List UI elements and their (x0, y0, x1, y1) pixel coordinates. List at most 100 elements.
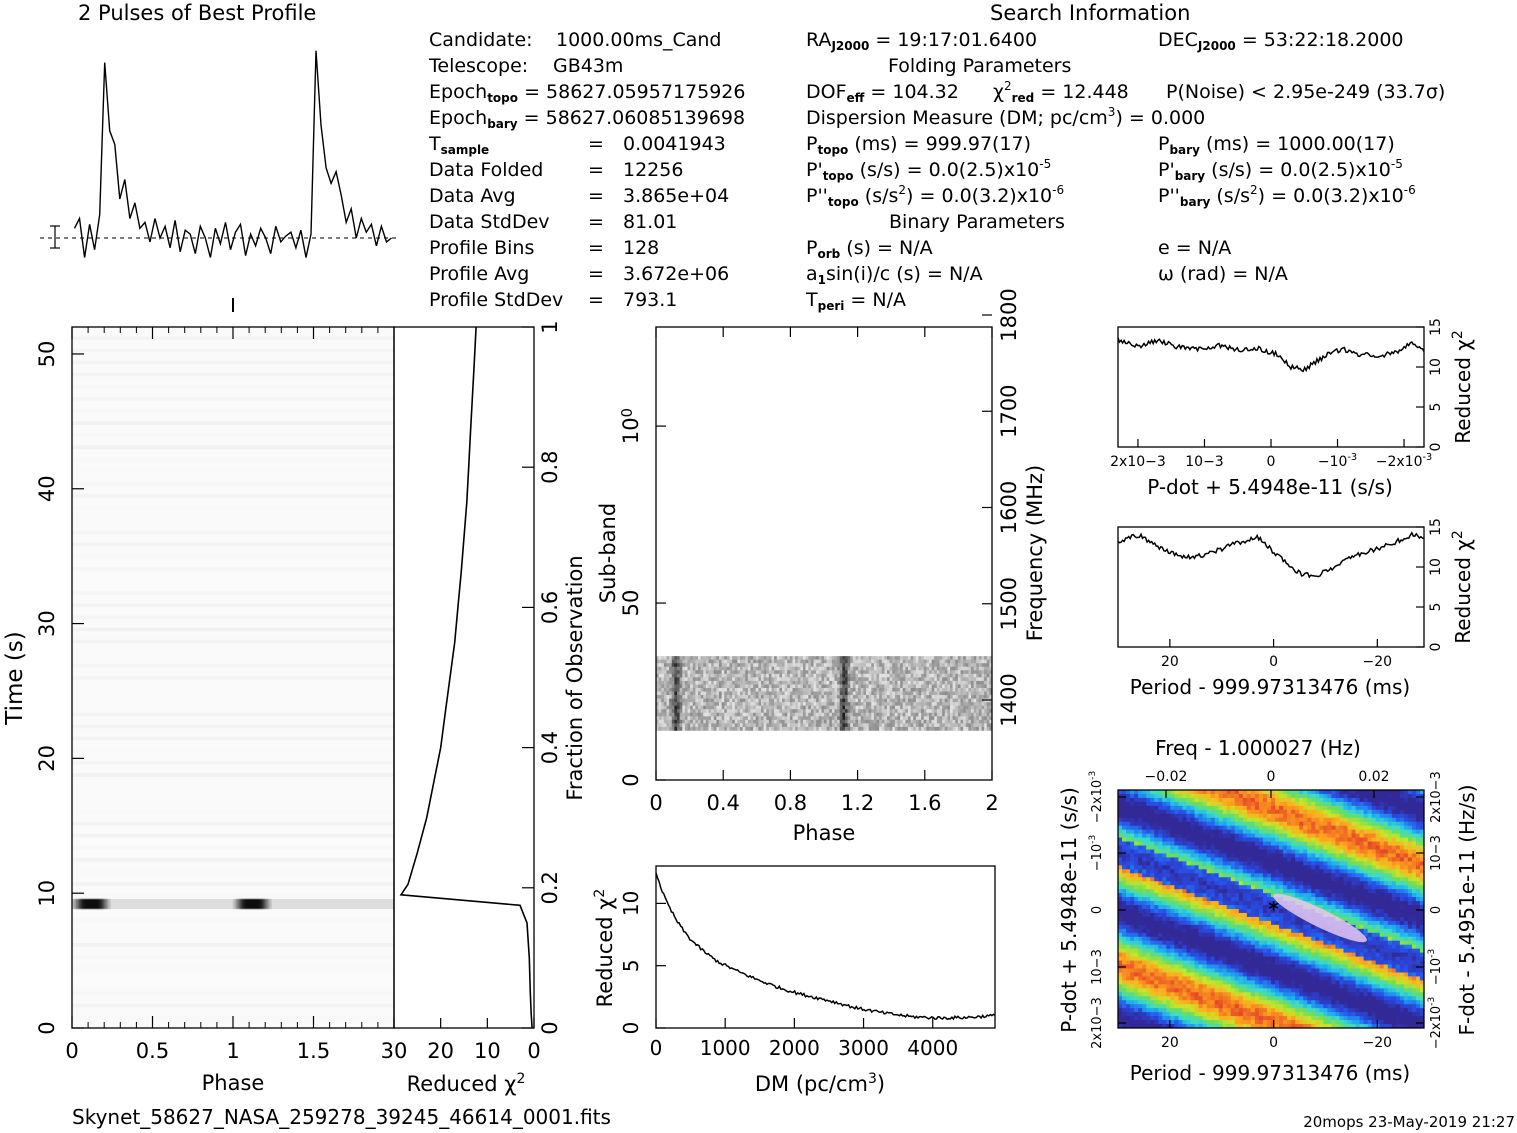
ppdot-cell (1266, 797, 1272, 803)
subband-cell (755, 663, 759, 668)
ppdot-cell (1174, 845, 1179, 850)
subband-cell (931, 723, 935, 728)
ppdot-cell (1186, 825, 1191, 831)
subband-cell (703, 716, 707, 721)
subband-cell (747, 677, 751, 682)
subband-cell (805, 677, 809, 682)
ppdot-cell (1234, 797, 1240, 803)
subband-cell (750, 698, 754, 703)
ppdot-cell (1126, 817, 1131, 823)
ppdot-cell (1262, 817, 1268, 823)
subband-cell (831, 723, 835, 728)
subband-cell (671, 687, 675, 692)
ppdot-cell (1375, 825, 1381, 831)
ppdot-cell (1399, 849, 1405, 854)
ppdot-cell (1206, 790, 1212, 795)
subband-cell (787, 670, 791, 675)
ppdot-cell (1262, 809, 1268, 815)
subband-cell (726, 726, 730, 731)
ppdot-cell (1363, 873, 1369, 878)
ppdot-cell (1162, 809, 1167, 815)
subband-cell (894, 705, 898, 710)
subband-cell (923, 726, 927, 731)
subband-cell (766, 719, 770, 724)
subband-cell (894, 698, 898, 703)
subband-cell (734, 691, 738, 696)
ppdot-cell (1262, 841, 1268, 846)
subband-cell (984, 691, 988, 696)
subband-cell (926, 677, 930, 682)
ppdot-cell (1170, 805, 1175, 811)
ppdot-cell (1158, 857, 1163, 862)
subband-cell (887, 691, 890, 696)
subband-cell (768, 680, 772, 685)
subband-cell (876, 656, 880, 660)
subband-cell (776, 659, 780, 664)
ppdot-cell (1403, 869, 1409, 874)
ppdot-cell (1379, 833, 1385, 838)
subband-cell (923, 673, 927, 678)
subband-cell (955, 698, 959, 703)
subband-cell (787, 695, 791, 699)
ppdot-cell (1170, 801, 1175, 807)
subband-cell (960, 716, 964, 721)
subband-cell (955, 684, 959, 689)
x-tick-label: 30 (381, 1039, 408, 1063)
subband-cell (782, 712, 785, 717)
subband-cell (724, 712, 728, 717)
ppdot-cell (1206, 889, 1212, 894)
subband-cell (894, 666, 898, 671)
subband-cell (881, 705, 885, 710)
subband-cell (829, 709, 833, 714)
subband-cell (834, 723, 838, 728)
subband-cell (926, 702, 930, 706)
subband-cell (737, 684, 741, 689)
subband-cell (955, 709, 959, 714)
ppdot-cell (1295, 853, 1300, 858)
x-tick-label: 2x10−3 (1110, 454, 1166, 470)
ppdot-cell (1403, 849, 1409, 854)
subband-cell (821, 666, 825, 671)
subint-stripe (72, 858, 394, 862)
subband-cell (908, 684, 911, 689)
subband-cell (989, 687, 993, 692)
subband-cell (684, 702, 688, 706)
subband-cell (876, 716, 880, 721)
subband-cell (978, 663, 982, 668)
ppdot-cell (1411, 889, 1417, 894)
ppdot-cell (1307, 845, 1312, 850)
subband-cell (684, 673, 688, 678)
subband-cell (658, 659, 662, 664)
ppdot-cell (1222, 790, 1228, 795)
subband-cell (834, 712, 838, 717)
subband-cell (745, 726, 749, 731)
ppdot-cell (1198, 809, 1203, 815)
ppdot-cell (1138, 809, 1143, 815)
subband-cell (661, 673, 665, 678)
subband-cell (705, 709, 709, 714)
subband-cell (666, 702, 670, 706)
ppdot-cell (1178, 793, 1183, 799)
ppdot-cell (1190, 885, 1195, 890)
ppdot-cell (1214, 853, 1220, 858)
ppdot-cell (1319, 801, 1324, 807)
ppdot-cell (1226, 889, 1232, 894)
ppdot-cell (1194, 889, 1199, 894)
subband-cell (900, 659, 904, 664)
ppdot-cell (1271, 805, 1276, 811)
ppdot-cell (1399, 793, 1405, 799)
subband-cell (915, 702, 919, 706)
subband-cell (855, 712, 859, 717)
ppdot-cell (1295, 833, 1300, 838)
subband-cell (873, 698, 877, 703)
ppdot-cell (1311, 889, 1316, 894)
ppdot-cell (1291, 829, 1296, 835)
y-tick-label: 5 (619, 959, 643, 972)
ppdot-cell (1122, 805, 1127, 811)
ppdot-cell (1218, 837, 1224, 842)
subband-cell (658, 666, 662, 671)
ppdot-cell (1190, 821, 1195, 827)
ppdot-cell (1319, 817, 1324, 823)
subband-cell (698, 716, 701, 721)
subband-cell (737, 670, 741, 675)
